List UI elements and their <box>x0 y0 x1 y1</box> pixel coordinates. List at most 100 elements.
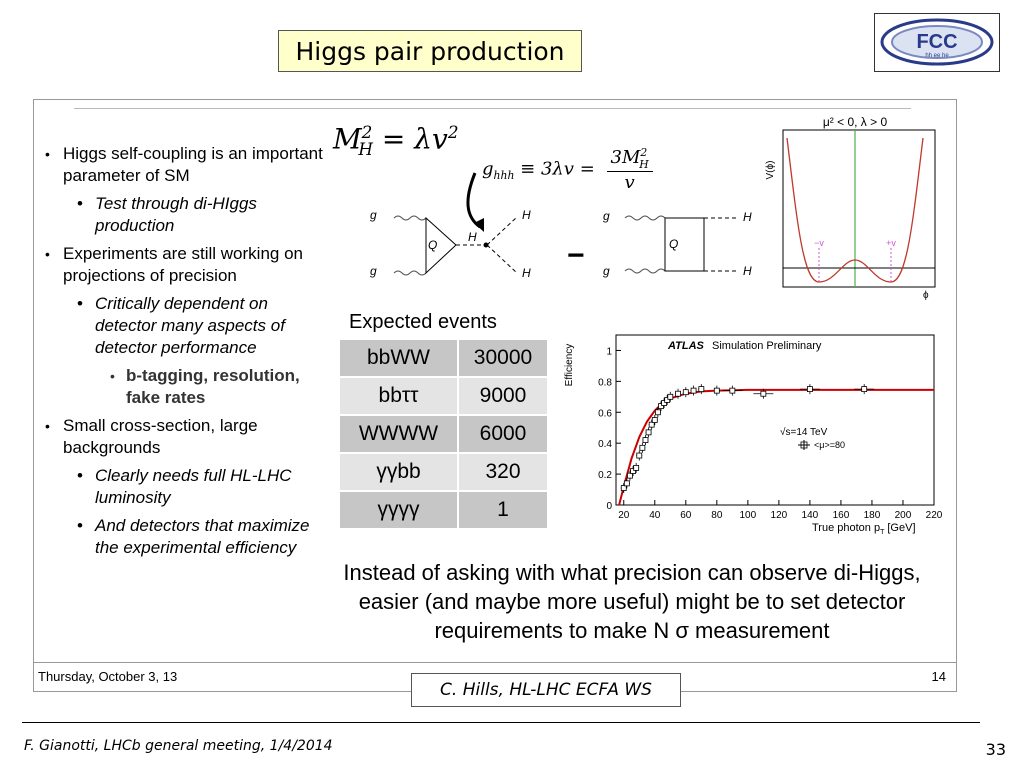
y-tick-label: 0.6 <box>598 408 612 419</box>
triangle-diagram: g g Q H H H <box>370 208 531 280</box>
data-point <box>682 387 689 398</box>
data-point <box>626 470 633 481</box>
energy-label: √s=14 TeV <box>780 426 828 438</box>
data-point <box>713 385 720 396</box>
inner-top-divider <box>74 108 911 109</box>
svg-text:g: g <box>370 208 377 222</box>
x-tick-label: 100 <box>740 510 757 521</box>
bullet-list: Higgs self-coupling is an important para… <box>44 143 324 565</box>
svg-text:g: g <box>603 209 610 223</box>
plus-v-label: +v <box>886 238 896 248</box>
footer-page-number: 33 <box>985 740 1006 759</box>
minus-sign: − <box>567 239 585 272</box>
higgs-mass-formula: M2H = λv2 <box>333 122 459 159</box>
table-row: γγγγ 1 <box>338 490 549 530</box>
data-point <box>667 391 674 402</box>
simulation-label: Simulation Preliminary <box>712 340 822 352</box>
bullet-item: And detectors that maximize the experime… <box>44 515 324 559</box>
events-cell: 6000 <box>457 414 549 454</box>
inner-slide-page-number: 14 <box>931 669 946 684</box>
process-cell: bbττ <box>338 376 459 416</box>
process-cell: bbWW <box>338 338 459 378</box>
y-tick-label: 0 <box>606 501 612 512</box>
efficiency-plot: 20 40 60 80 100 120 140 160 180 200 220 0 0.2 0.4 0.6 0… <box>564 334 943 536</box>
bullet-item: Higgs self-coupling is an important para… <box>44 143 324 187</box>
self-coupling-formula: ghhh ≡ 3λv = 3M2H v <box>482 146 653 193</box>
conclusion-text: Instead of asking with what precision ca… <box>343 560 921 643</box>
table-row: WWWW 6000 <box>338 414 549 454</box>
data-point <box>620 483 627 493</box>
x-tick-label: 60 <box>680 510 692 521</box>
events-cell: 1 <box>457 490 549 530</box>
inner-slide-date: Thursday, October 3, 13 <box>38 669 178 684</box>
process-cell: WWWW <box>338 414 459 454</box>
data-point <box>648 419 655 430</box>
higgs-potential-plot: μ² < 0, λ > 0 −v +v V(ϕ) ϕ <box>765 115 936 300</box>
bullet-item: Clearly needs full HL-LHC luminosity <box>44 465 324 509</box>
process-cell: γγbb <box>338 452 459 492</box>
svg-text:Q: Q <box>428 238 437 252</box>
data-point <box>698 384 705 395</box>
slide-title: Higgs pair production <box>278 30 582 72</box>
x-tick-label: 180 <box>864 510 881 521</box>
efficiency-xlabel: True photon pT [GeV] <box>812 522 916 536</box>
x-tick-label: 40 <box>649 510 661 521</box>
data-point <box>630 466 637 476</box>
fcc-logo: FCC hh ee he <box>874 13 1000 72</box>
bullet-item: Experiments are still working on project… <box>44 243 324 287</box>
y-tick-label: 0.8 <box>598 377 612 388</box>
bullet-item: Test through di-HIggs production <box>44 193 324 237</box>
credit-text: C. Hills, HL-LHC ECFA WS <box>440 680 652 700</box>
footer-divider <box>22 722 980 723</box>
data-point <box>636 450 643 461</box>
y-tick-label: 0.4 <box>598 439 612 450</box>
data-point <box>722 385 743 396</box>
potential-title: μ² < 0, λ > 0 <box>823 115 888 129</box>
svg-text:H: H <box>468 230 477 244</box>
svg-text:g: g <box>603 264 610 278</box>
svg-text:H: H <box>743 264 752 278</box>
y-tick-label: 1 <box>606 346 612 357</box>
data-point <box>854 384 875 395</box>
events-cell: 9000 <box>457 376 549 416</box>
efficiency-ylabel: Efficiency <box>564 344 575 387</box>
inner-slide-footer: Thursday, October 3, 13 14 <box>34 662 956 691</box>
bullet-item: Critically dependent on detector many as… <box>44 293 324 359</box>
data-point <box>799 384 820 395</box>
data-point <box>645 427 652 438</box>
y-tick-label: 0.2 <box>598 470 612 481</box>
x-tick-label: 160 <box>833 510 850 521</box>
x-tick-label: 140 <box>802 510 819 521</box>
svg-text:Q: Q <box>669 237 678 251</box>
legend-label: <μ>=80 <box>814 440 845 450</box>
x-tick-label: 20 <box>618 510 630 521</box>
data-point <box>651 415 658 425</box>
data-point <box>753 388 774 399</box>
data-point <box>664 394 671 405</box>
data-point <box>623 478 630 489</box>
x-tick-label: 80 <box>711 510 723 521</box>
potential-curve <box>786 137 924 283</box>
credit-box: C. Hills, HL-LHC ECFA WS <box>411 673 681 707</box>
table-row: bbττ 9000 <box>338 376 549 416</box>
svg-text:H: H <box>743 210 752 224</box>
potential-ylabel: V(ϕ) <box>765 161 776 180</box>
data-point <box>639 442 646 453</box>
data-point <box>661 398 668 408</box>
svg-text:g: g <box>370 264 377 278</box>
events-cell: 320 <box>457 452 549 492</box>
data-point <box>633 462 640 473</box>
data-point <box>642 435 649 446</box>
potential-xlabel: ϕ <box>923 290 929 300</box>
minus-v-label: −v <box>814 238 824 248</box>
data-point <box>690 385 697 396</box>
expected-events-table: bbWW 30000 bbττ 9000 WWWW 6000 γγbb 320 γγγγ… <box>338 338 549 530</box>
process-cell: γγγγ <box>338 490 459 530</box>
atlas-label: ATLAS <box>667 340 705 352</box>
logo-subtext: hh ee he <box>925 53 949 59</box>
data-point <box>675 388 682 399</box>
logo-text: FCC <box>916 31 957 53</box>
bullet-item: b-tagging, resolution, fake rates <box>44 365 324 409</box>
expected-events-title: Expected events <box>349 311 497 333</box>
box-diagram: g g Q H H <box>603 209 752 278</box>
